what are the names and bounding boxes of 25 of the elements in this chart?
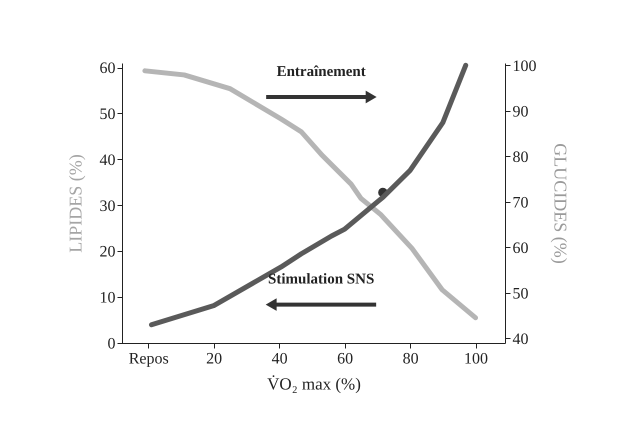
y2-tick-label: 60: [512, 240, 528, 257]
annotation: Stimulation SNS: [268, 272, 374, 288]
y2-axis-title: GLUCIDES (%): [550, 143, 570, 264]
y-tick-label: 0: [108, 336, 116, 352]
y2-tick-label: 70: [512, 194, 528, 212]
y-axis-title: LIPIDES (%): [66, 154, 86, 253]
y2-tick-label: 100: [512, 58, 536, 75]
y-tick-label: 50: [100, 106, 116, 123]
y-tick-label: 10: [100, 290, 116, 307]
x-tick-label: 60: [337, 350, 354, 368]
x-tick-label: 100: [464, 350, 488, 368]
x-tick-label: Repos: [128, 350, 169, 368]
y2-tick-label: 80: [512, 148, 528, 166]
y-tick-label: 20: [100, 244, 116, 261]
x-tick-label: 20: [206, 350, 222, 368]
x-tick-label: 40: [272, 350, 288, 368]
y2-tick-label: 50: [512, 285, 528, 302]
x-tick-label: 80: [402, 350, 419, 368]
x-axis-title: V̇O₂ max (%): [267, 374, 361, 394]
y2-tick-label: 40: [512, 330, 528, 348]
y-tick-label: 40: [100, 152, 116, 169]
annotation: Entraînement: [276, 64, 366, 80]
y-tick-label: 60: [100, 60, 116, 78]
y2-tick-label: 90: [512, 103, 528, 120]
y-tick-label: 30: [100, 198, 116, 215]
